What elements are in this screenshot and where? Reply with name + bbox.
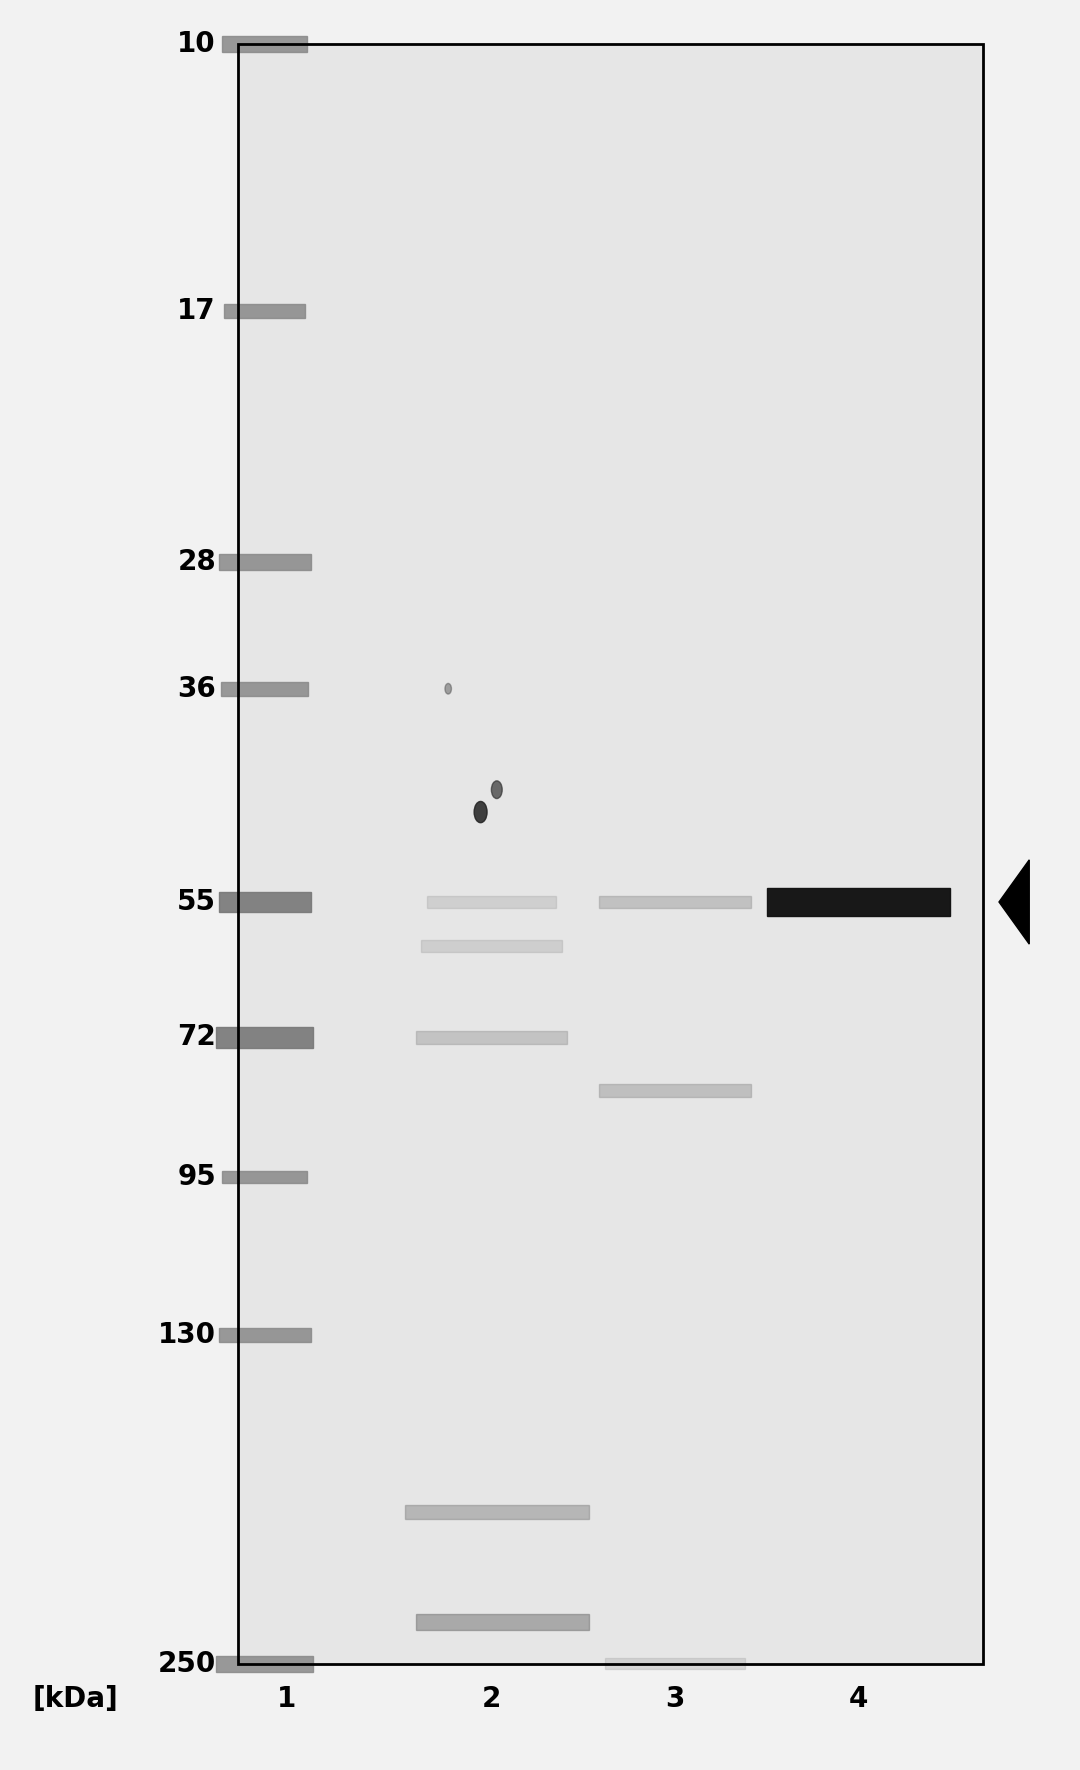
Bar (238, 44, 983, 1664)
Bar (238, 44, 983, 1664)
Text: 36: 36 (177, 674, 216, 703)
Bar (216, 1027, 313, 1048)
Text: 250: 250 (158, 1650, 216, 1678)
Text: 28: 28 (177, 549, 216, 577)
Circle shape (491, 781, 502, 798)
Text: 130: 130 (158, 1320, 216, 1349)
Text: 3: 3 (665, 1685, 685, 1713)
Circle shape (445, 683, 451, 694)
Polygon shape (999, 860, 1029, 943)
Text: 2: 2 (482, 1685, 501, 1713)
Text: 72: 72 (177, 1023, 216, 1051)
Bar (599, 896, 751, 908)
Bar (218, 892, 311, 912)
Bar (222, 1170, 307, 1182)
Text: 1: 1 (276, 1685, 296, 1713)
Bar (225, 304, 305, 319)
Bar (767, 889, 950, 917)
Circle shape (474, 802, 487, 823)
Text: 17: 17 (177, 297, 216, 326)
Text: 10: 10 (177, 30, 216, 58)
Bar (421, 940, 562, 952)
Bar (599, 1085, 751, 1097)
Bar (405, 1504, 589, 1519)
Bar (605, 1658, 745, 1669)
Bar (222, 35, 307, 51)
Bar (218, 1328, 311, 1342)
Bar (416, 1614, 589, 1630)
Bar (416, 1032, 567, 1044)
Text: 4: 4 (849, 1685, 868, 1713)
Text: 95: 95 (177, 1163, 216, 1191)
Text: [kDa]: [kDa] (32, 1685, 119, 1713)
Bar (218, 554, 311, 570)
Bar (221, 681, 308, 696)
Bar (216, 1657, 313, 1671)
Bar (427, 896, 556, 908)
Bar (238, 44, 983, 1664)
Text: 55: 55 (177, 889, 216, 917)
